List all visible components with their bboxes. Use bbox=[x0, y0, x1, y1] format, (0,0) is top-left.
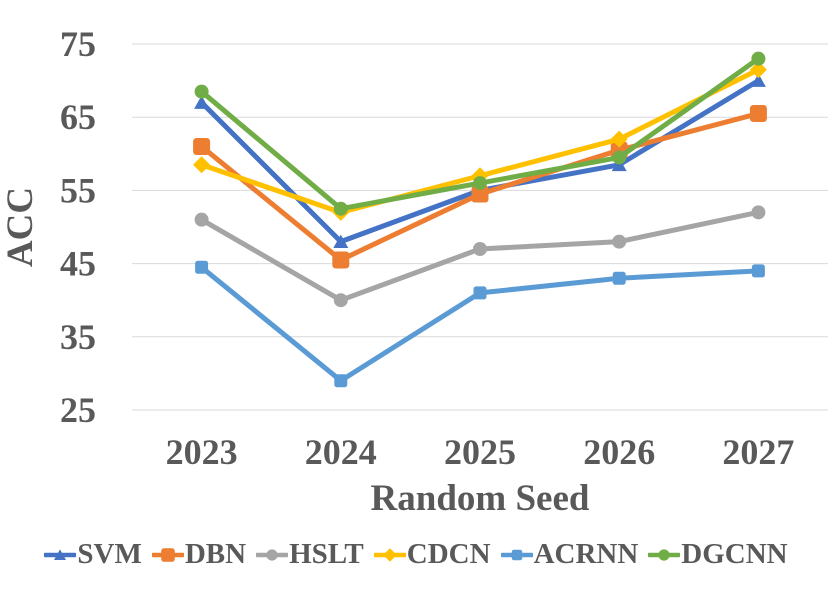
acrnn-marker-2024 bbox=[334, 374, 348, 388]
cdcn-marker-2026 bbox=[610, 130, 628, 148]
x-tick-2026: 2026 bbox=[583, 432, 655, 472]
y-tick-55: 55 bbox=[60, 170, 96, 210]
legend-label-cdcn: CDCN bbox=[406, 538, 491, 570]
x-tick-2023: 2023 bbox=[166, 432, 238, 472]
acrnn-line bbox=[199, 264, 761, 384]
acrnn-marker-2025 bbox=[473, 286, 487, 300]
dgcnn-legend-marker-icon bbox=[648, 548, 681, 561]
acrnn-marker-2026 bbox=[612, 271, 626, 285]
legend-label-hslt: HSLT bbox=[289, 538, 364, 570]
acrnn-swatch-shape bbox=[511, 549, 522, 560]
legend-item-svm: SVM bbox=[44, 538, 142, 570]
y-axis-title: ACC bbox=[0, 187, 41, 267]
y-tick-45: 45 bbox=[60, 244, 96, 284]
svm-legend-marker-icon bbox=[44, 548, 77, 560]
dbn-marker-2025 bbox=[471, 185, 489, 203]
legend-item-dbn: DBN bbox=[151, 538, 247, 570]
y-tick-25: 25 bbox=[60, 390, 96, 430]
y-tick-35: 35 bbox=[60, 317, 96, 357]
hslt-marker-2023 bbox=[194, 212, 209, 227]
hslt-marker-2025 bbox=[473, 241, 487, 256]
acrnn-legend-marker-icon bbox=[500, 549, 533, 560]
x-tick-2025: 2025 bbox=[444, 432, 516, 472]
dbn-marker-2023 bbox=[193, 137, 211, 155]
gridlines bbox=[132, 43, 828, 411]
hslt-marker-2027 bbox=[751, 205, 766, 220]
dgcnn-marker-2023 bbox=[194, 84, 209, 99]
series-hslt bbox=[194, 205, 766, 308]
hslt-swatch-shape bbox=[266, 548, 278, 561]
hslt-marker-2024 bbox=[333, 293, 348, 308]
legend-label-dbn: DBN bbox=[184, 538, 247, 570]
plot-area: 25 35 45 55 65 75 2023 2024 2025 2026 2027 ACC Ra… bbox=[0, 24, 828, 519]
y-tick-65: 65 bbox=[60, 97, 96, 137]
svm-swatch-shape bbox=[54, 548, 67, 560]
dbn-swatch-shape bbox=[161, 547, 175, 562]
series-dbn bbox=[193, 105, 767, 269]
svm-marker-2027 bbox=[750, 73, 766, 87]
legend-label-dgcnn: DGCNN bbox=[681, 538, 788, 570]
cdcn-marker-2027 bbox=[749, 61, 767, 79]
x-axis-tick-labels: 2023 2024 2025 2026 2027 bbox=[166, 432, 795, 472]
acrnn-marker-2023 bbox=[195, 260, 209, 274]
cdcn-marker-2023 bbox=[193, 156, 211, 174]
x-tick-2027: 2027 bbox=[722, 432, 794, 472]
y-tick-75: 75 bbox=[60, 24, 96, 64]
dgcnn-swatch-shape bbox=[658, 548, 670, 561]
dbn-marker-2024 bbox=[332, 251, 350, 269]
svm-marker-2024 bbox=[333, 234, 349, 248]
legend-item-hslt: HSLT bbox=[256, 540, 364, 569]
legend-item-cdcn: CDCN bbox=[373, 538, 491, 570]
acrnn-marker-2027 bbox=[751, 264, 765, 278]
series-dgcnn bbox=[194, 51, 766, 216]
x-tick-2024: 2024 bbox=[305, 432, 377, 472]
series-acrnn bbox=[195, 260, 765, 388]
dgcnn-marker-2024 bbox=[333, 201, 348, 216]
legend-label-acrnn: ACRNN bbox=[533, 538, 639, 570]
cdcn-swatch-shape bbox=[382, 547, 397, 562]
dbn-marker-2027 bbox=[749, 105, 767, 123]
legend-label-svm: SVM bbox=[77, 538, 142, 570]
legend: SVM DBN HSLT CDCN ACRNN DGCNN bbox=[0, 540, 832, 569]
hslt-marker-2026 bbox=[612, 234, 627, 249]
dgcnn-marker-2026 bbox=[612, 150, 627, 165]
series-svm bbox=[194, 73, 766, 248]
y-axis-tick-labels: 25 35 45 55 65 75 bbox=[60, 24, 96, 430]
hslt-legend-marker-icon bbox=[256, 548, 289, 561]
svm-marker-2023 bbox=[194, 95, 210, 109]
dgcnn-marker-2027 bbox=[751, 51, 766, 66]
series-lines bbox=[193, 51, 767, 388]
dgcnn-marker-2025 bbox=[473, 176, 487, 191]
cdcn-legend-marker-icon bbox=[373, 547, 406, 562]
legend-item-dgcnn: DGCNN bbox=[648, 538, 788, 570]
legend-item-acrnn: ACRNN bbox=[500, 538, 639, 570]
dbn-legend-marker-icon bbox=[151, 547, 184, 562]
x-axis-title: Random Seed bbox=[371, 478, 590, 519]
